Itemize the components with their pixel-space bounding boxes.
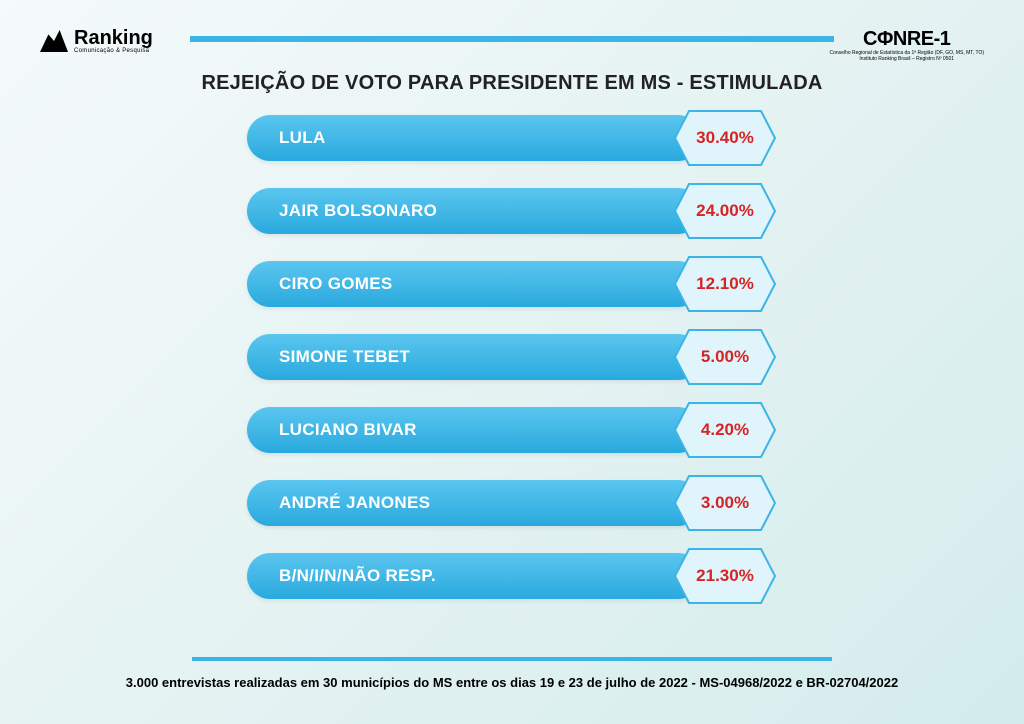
chart-value: 4.20% <box>701 420 749 440</box>
chart-bar-label: LULA <box>279 128 326 148</box>
logo-left-sub: Comunicação & Pesquisa <box>74 48 153 54</box>
chart-value-hex: 3.00% <box>673 474 777 532</box>
page-title: REJEIÇÃO DE VOTO PARA PRESIDENTE EM MS -… <box>0 72 1024 95</box>
chart-value: 30.40% <box>696 128 754 148</box>
chart-value: 24.00% <box>696 201 754 221</box>
logo-ranking: Ranking Comunicação & Pesquisa <box>40 28 153 54</box>
chart-row: SIMONE TEBET 5.00% <box>247 334 777 380</box>
logo-conre: CΦNRE-1 Conselho Regional de Estatística… <box>829 28 984 62</box>
chart-row: ANDRÉ JANONES 3.00% <box>247 480 777 526</box>
chart-value: 5.00% <box>701 347 749 367</box>
ranking-icon <box>40 30 68 52</box>
chart-bar-label: SIMONE TEBET <box>279 347 410 367</box>
chart-bar-label: JAIR BOLSONARO <box>279 201 437 221</box>
logo-left-main: Ranking <box>74 28 153 48</box>
footer: 3.000 entrevistas realizadas em 30 munic… <box>0 657 1024 690</box>
footer-divider <box>192 657 832 661</box>
chart-value-hex: 4.20% <box>673 401 777 459</box>
footer-text: 3.000 entrevistas realizadas em 30 munic… <box>0 675 1024 690</box>
logo-right-main: CΦNRE-1 <box>829 28 984 51</box>
header: Ranking Comunicação & Pesquisa CΦNRE-1 C… <box>0 28 1024 68</box>
chart-bar-label: B/N/I/N/NÃO RESP. <box>279 566 436 586</box>
header-divider <box>190 36 834 42</box>
chart-bar-label: ANDRÉ JANONES <box>279 493 430 513</box>
chart-value: 12.10% <box>696 274 754 294</box>
chart-bar: LULA <box>247 115 701 161</box>
chart-bar-label: CIRO GOMES <box>279 274 393 294</box>
chart-value: 3.00% <box>701 493 749 513</box>
chart-bar: LUCIANO BIVAR <box>247 407 701 453</box>
chart-row: B/N/I/N/NÃO RESP. 21.30% <box>247 553 777 599</box>
chart-row: LULA 30.40% <box>247 115 777 161</box>
chart-bar: CIRO GOMES <box>247 261 701 307</box>
chart-row: JAIR BOLSONARO 24.00% <box>247 188 777 234</box>
chart-row: LUCIANO BIVAR 4.20% <box>247 407 777 453</box>
chart-value-hex: 30.40% <box>673 109 777 167</box>
chart-value-hex: 21.30% <box>673 547 777 605</box>
chart-bar: B/N/I/N/NÃO RESP. <box>247 553 701 599</box>
chart-bar: SIMONE TEBET <box>247 334 701 380</box>
logo-right-sub2: Instituto Ranking Brasil – Registro Nº 0… <box>829 57 984 63</box>
chart-value-hex: 24.00% <box>673 182 777 240</box>
chart-value-hex: 12.10% <box>673 255 777 313</box>
chart-row: CIRO GOMES 12.10% <box>247 261 777 307</box>
rejection-chart: LULA 30.40% JAIR BOLSONARO 24.00% CIRO GOMES… <box>247 115 777 599</box>
chart-bar: ANDRÉ JANONES <box>247 480 701 526</box>
chart-bar-label: LUCIANO BIVAR <box>279 420 417 440</box>
chart-bar: JAIR BOLSONARO <box>247 188 701 234</box>
chart-value-hex: 5.00% <box>673 328 777 386</box>
chart-value: 21.30% <box>696 566 754 586</box>
